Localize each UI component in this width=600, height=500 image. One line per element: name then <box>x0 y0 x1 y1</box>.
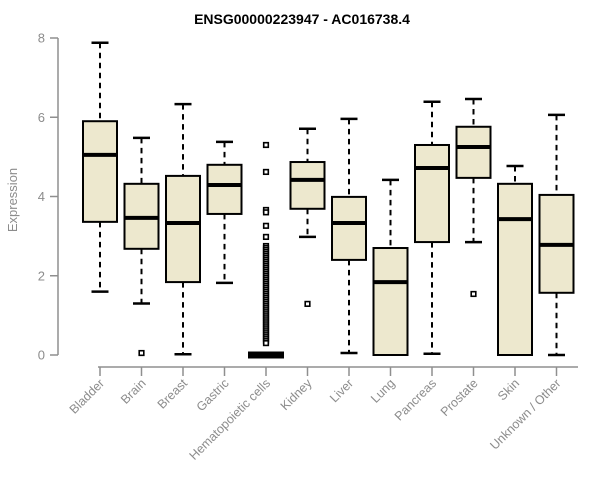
outlier-point <box>262 340 270 347</box>
x-tick-label: Liver <box>327 376 356 405</box>
y-axis-title: Expression <box>5 168 20 232</box>
box <box>455 125 492 179</box>
box <box>289 161 326 210</box>
x-tick-label: Kidney <box>278 376 315 413</box>
x-tick-label: Brain <box>118 376 149 407</box>
boxplot-bladder <box>82 41 118 293</box>
box <box>82 120 118 223</box>
boxplot-kidney <box>289 127 326 307</box>
x-tick-label: Skin <box>495 376 522 403</box>
outlier-point <box>138 349 145 357</box>
boxplot-breast <box>165 102 201 356</box>
outlier-point <box>304 300 311 307</box>
axes: 0 2 4 6 8 Bladder Brain Breast GastricHematopoie… <box>38 31 578 463</box>
y-tick-label: 8 <box>38 31 45 46</box>
outlier-point <box>262 233 270 241</box>
boxplot-pancreas <box>414 100 450 356</box>
x-tick-label: Gastric <box>194 376 232 414</box>
outlier-point <box>262 209 270 216</box>
boxplot-series <box>82 41 575 359</box>
box <box>206 163 243 215</box>
box <box>165 174 201 284</box>
x-tick-label: Pancreas <box>392 376 439 423</box>
boxplot-hematopoietic-cells <box>248 141 284 359</box>
x-tick-label: Breast <box>155 376 191 412</box>
box <box>497 182 533 356</box>
chart-title: ENSG00000223947 - AC016738.4 <box>194 11 410 27</box>
boxplot-unknown-other <box>538 113 575 357</box>
outlier-point <box>262 222 270 229</box>
boxplot-skin <box>497 164 533 356</box>
x-tick-label: Lung <box>368 376 398 406</box>
boxplot-lung <box>372 178 409 356</box>
boxplot-gastric <box>206 140 243 285</box>
outlier-point <box>470 290 477 298</box>
outlier-point <box>262 141 270 149</box>
y-tick-label: 2 <box>38 268 45 283</box>
x-tick-label: Prostate <box>438 376 481 419</box>
y-tick-label: 4 <box>38 189 45 204</box>
x-tick-label: Hematopoietic cells <box>187 376 274 463</box>
boxplot-prostate <box>455 97 492 298</box>
x-tick-label: Unknown / Other <box>487 376 563 452</box>
boxplot-liver <box>331 117 367 355</box>
y-tick-label: 0 <box>38 348 45 363</box>
collapsed-box <box>248 351 284 359</box>
box <box>414 143 450 244</box>
box <box>331 195 367 261</box>
x-tick-label: Bladder <box>67 376 107 416</box>
outlier-point <box>262 168 270 176</box>
boxplot-brain <box>123 136 160 357</box>
y-tick-label: 6 <box>38 110 45 125</box>
box <box>372 247 409 356</box>
